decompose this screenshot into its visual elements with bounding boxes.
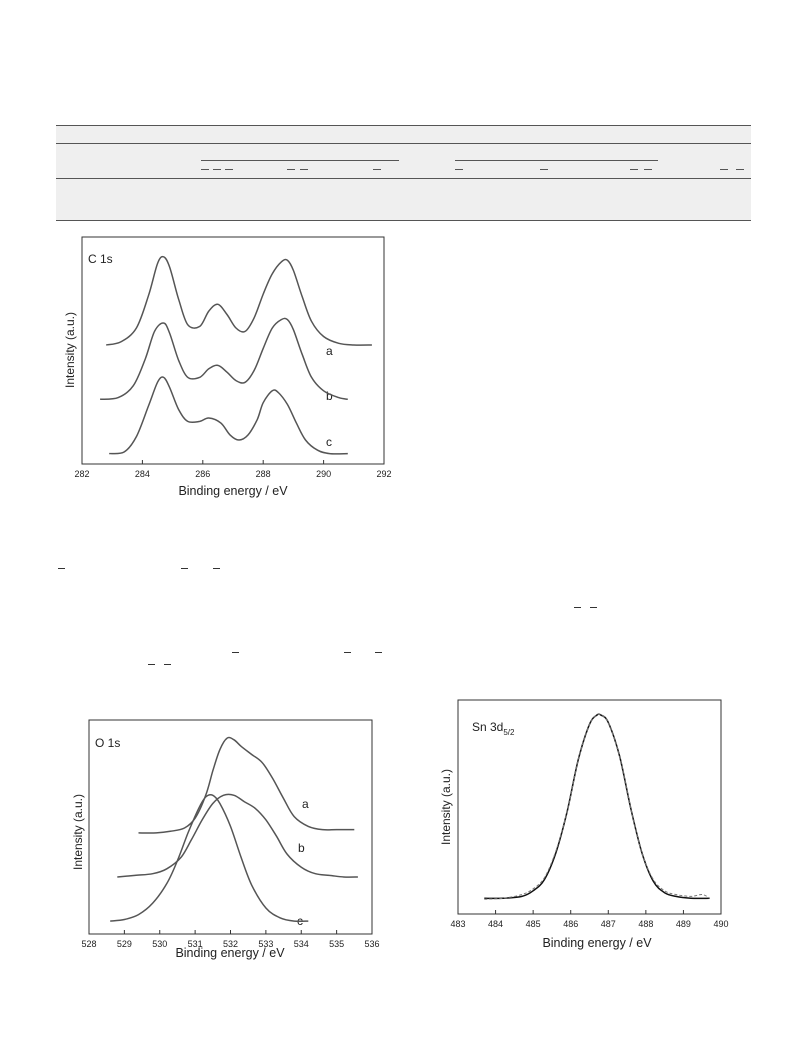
series-line-b xyxy=(117,793,358,878)
table-dash xyxy=(736,169,744,170)
x-tick-label: 489 xyxy=(676,919,691,929)
sn3d-chart: Sn 3d5/2 483 484 485 486 487 488 489 490 Bindin… xyxy=(438,693,738,955)
x-tick-label: 486 xyxy=(563,919,578,929)
table-dash xyxy=(300,169,308,170)
table-dash xyxy=(720,169,728,170)
x-tick-label: 290 xyxy=(316,469,331,479)
x-tick-label: 485 xyxy=(526,919,541,929)
table-dash xyxy=(630,169,638,170)
x-axis-label: Binding energy / eV xyxy=(542,936,652,950)
table-dash xyxy=(540,169,548,170)
plot-frame xyxy=(457,699,722,915)
plot-frame xyxy=(81,236,385,465)
x-tick-label: 483 xyxy=(450,919,465,929)
series-line-b xyxy=(100,317,348,401)
series-line-c xyxy=(110,794,309,923)
column-group-rule-1 xyxy=(201,160,399,161)
text-dash xyxy=(574,607,581,608)
x-tick-label: 282 xyxy=(74,469,89,479)
table-header-rule xyxy=(56,143,751,144)
x-axis-label: Binding energy / eV xyxy=(178,484,288,498)
panel-label-main: Sn 3d xyxy=(472,720,503,734)
o1s-chart: O 1s a b c 528 529 530 531 532 533 534 535 536 B… xyxy=(70,712,380,962)
series-line-a xyxy=(138,736,355,834)
x-tick-label: 292 xyxy=(376,469,391,479)
text-dash xyxy=(232,652,239,653)
x-tick-label: 530 xyxy=(152,939,167,949)
x-tick-label: 536 xyxy=(364,939,379,949)
text-dash xyxy=(375,652,382,653)
panel-label: C 1s xyxy=(88,252,113,266)
text-dash xyxy=(344,652,351,653)
sn3d-chart-svg: Sn 3d5/2 483 484 485 486 487 488 489 490 Bindin… xyxy=(439,699,729,950)
table-dash xyxy=(225,169,233,170)
table-body-rule xyxy=(56,178,751,179)
x-tick-label: 531 xyxy=(188,939,203,949)
curve-label-a: a xyxy=(326,344,333,358)
panel-label: O 1s xyxy=(95,736,120,750)
series-line-a xyxy=(106,255,372,346)
table-dash xyxy=(201,169,209,170)
x-tick-label: 284 xyxy=(135,469,150,479)
x-tick-label: 528 xyxy=(81,939,96,949)
x-tick-label: 488 xyxy=(638,919,653,929)
text-dash xyxy=(164,664,171,665)
y-axis-label: Intensity (a.u.) xyxy=(63,312,77,388)
c1s-chart-svg: C 1s a b c 282 284 286 288 290 292 Binding en… xyxy=(63,236,392,498)
x-tick-label: 533 xyxy=(258,939,273,949)
table-dash xyxy=(287,169,295,170)
c1s-chart: C 1s a b c 282 284 286 288 290 292 Binding en… xyxy=(60,230,392,505)
x-tick-label: 288 xyxy=(256,469,271,479)
text-dash xyxy=(148,664,155,665)
x-tick-label: 286 xyxy=(195,469,210,479)
curve-label-a: a xyxy=(302,797,309,811)
table-dash xyxy=(644,169,652,170)
x-tick-label: 535 xyxy=(329,939,344,949)
y-axis-label: Intensity (a.u.) xyxy=(71,794,85,870)
series-line-2 xyxy=(484,713,710,900)
series-line-c xyxy=(109,376,348,455)
table-dash xyxy=(455,169,463,170)
x-axis-label: Binding energy / eV xyxy=(175,946,285,960)
x-tick-label: 532 xyxy=(223,939,238,949)
column-group-rule-2 xyxy=(455,160,658,161)
curve-label-c: c xyxy=(326,435,332,449)
x-tick-label: 490 xyxy=(713,919,728,929)
curve-label-b: b xyxy=(326,389,333,403)
table-dash xyxy=(213,169,221,170)
y-axis-label: Intensity (a.u.) xyxy=(439,769,453,845)
x-tick-label: 484 xyxy=(488,919,503,929)
panel-label-sub: 5/2 xyxy=(503,728,515,737)
curve-label-b: b xyxy=(298,841,305,855)
x-tick-label: 487 xyxy=(601,919,616,929)
panel-label: Sn 3d5/2 xyxy=(472,720,515,737)
x-tick-label: 529 xyxy=(117,939,132,949)
text-dash xyxy=(590,607,597,608)
table-dash xyxy=(373,169,381,170)
series-line-1 xyxy=(484,713,710,900)
x-tick-label: 534 xyxy=(294,939,309,949)
data-table xyxy=(56,125,751,221)
text-dash xyxy=(213,568,220,569)
text-dash xyxy=(181,568,188,569)
o1s-chart-svg: O 1s a b c 528 529 530 531 532 533 534 535 536 B… xyxy=(71,719,380,960)
text-dash xyxy=(58,568,65,569)
